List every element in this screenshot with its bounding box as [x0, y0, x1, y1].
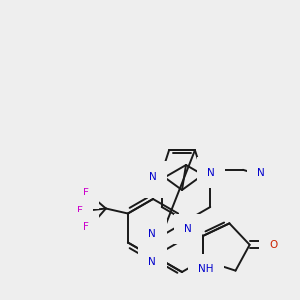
Text: O: O — [269, 240, 278, 250]
Text: N: N — [207, 168, 215, 178]
Text: N: N — [184, 224, 192, 234]
Text: N: N — [149, 172, 157, 182]
Text: NH: NH — [198, 264, 214, 274]
Text: N: N — [148, 257, 156, 267]
Text: N: N — [148, 229, 156, 239]
Text: F: F — [83, 188, 89, 199]
Text: F: F — [150, 178, 156, 188]
Text: F: F — [83, 223, 89, 232]
Text: N: N — [257, 168, 265, 178]
Text: F: F — [77, 206, 83, 215]
